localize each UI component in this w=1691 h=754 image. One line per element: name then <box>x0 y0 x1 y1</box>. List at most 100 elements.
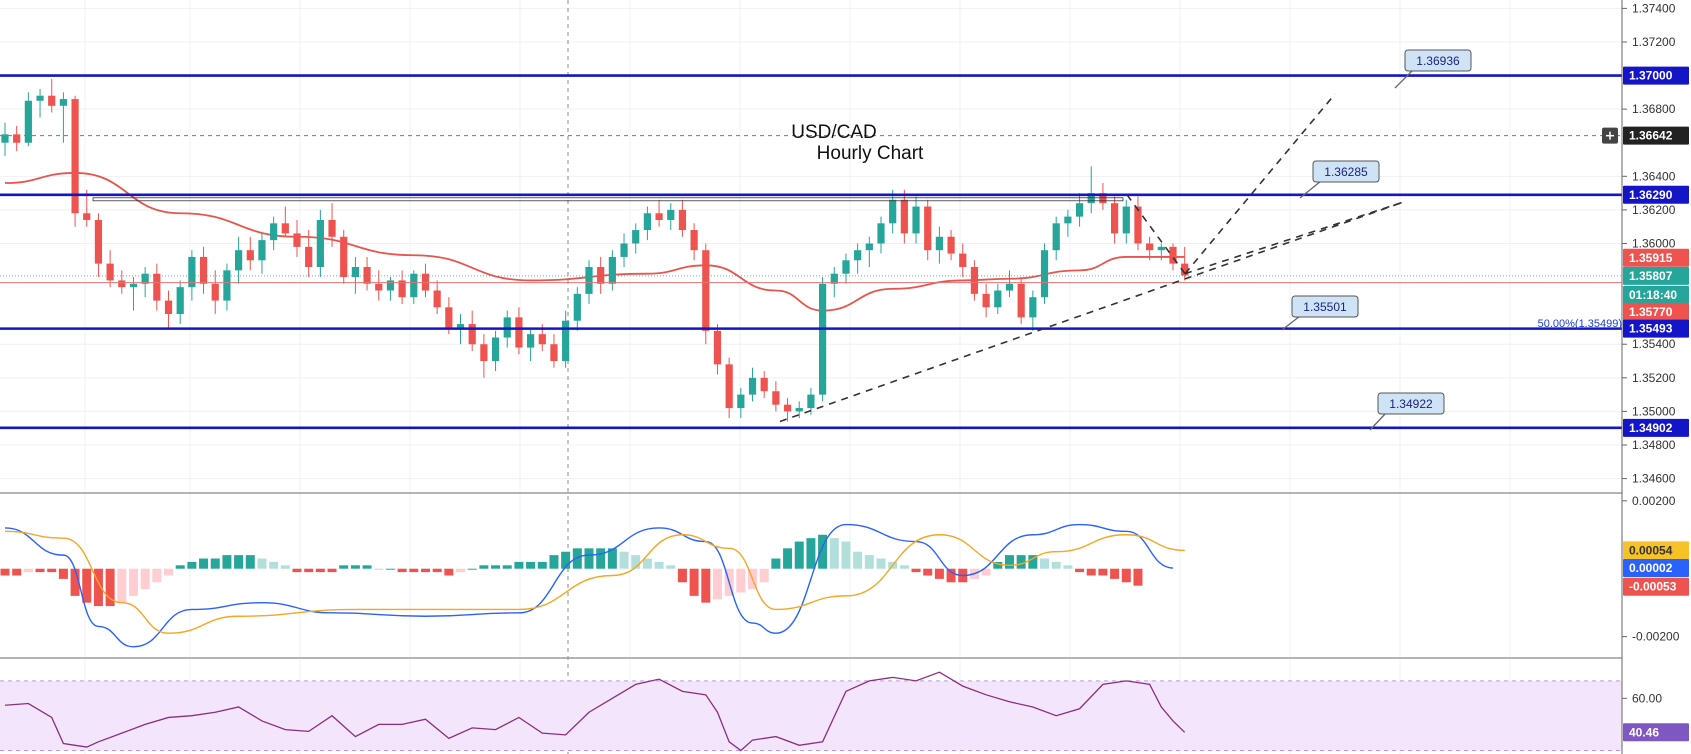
candle-body <box>106 263 114 281</box>
macd-histogram-bar <box>864 555 874 569</box>
price-tag-text: 0.00054 <box>1629 543 1673 557</box>
candle-body <box>842 260 850 274</box>
price-tags[interactable]: 1.37000 1.36642 1.36290 1.35915 1.35807 01:18… <box>1602 66 1689 742</box>
macd-histogram-bar <box>911 568 921 573</box>
candle <box>363 256 371 291</box>
macd-histogram-bar <box>164 568 174 576</box>
price-tag-level[interactable]: 1.34902 <box>1623 418 1689 437</box>
candle <box>199 246 208 294</box>
candle <box>1052 216 1060 261</box>
price-tag-box[interactable] <box>1623 723 1689 742</box>
price-tag-text: 1.35770 <box>1629 305 1673 319</box>
rsi-band <box>0 680 1622 751</box>
price-tick-label: 1.35200 <box>1632 371 1676 385</box>
price-tick-label: 1.36400 <box>1632 169 1676 183</box>
macd-histogram-bar <box>467 568 477 570</box>
price-tag-box[interactable] <box>1623 559 1689 578</box>
candle-body <box>468 324 476 345</box>
price-tag-text: 1.37000 <box>1629 69 1673 83</box>
macd-histogram-bar <box>315 568 325 573</box>
macd-line <box>4 523 1174 648</box>
candle <box>1 122 9 157</box>
macd-histogram-bar <box>35 568 45 573</box>
candle <box>1169 243 1177 271</box>
candle-body <box>13 134 21 143</box>
macd-histogram-bar <box>245 555 255 569</box>
price-tag-box[interactable] <box>1623 126 1689 145</box>
macd-price-tag[interactable]: -0.00053 <box>1623 577 1689 596</box>
macd-histogram-bar <box>280 565 290 569</box>
price-tag-last[interactable]: 1.35807 <box>1623 266 1689 285</box>
price-tag-timer[interactable]: 01:18:40 <box>1623 285 1689 304</box>
candle <box>713 324 722 375</box>
candle <box>386 277 395 301</box>
price-tag-box[interactable] <box>1623 248 1689 267</box>
candle-body <box>515 317 523 348</box>
candle <box>59 92 67 143</box>
candle <box>947 230 955 261</box>
price-tag-level[interactable]: 1.36290 <box>1623 185 1689 204</box>
candle-body <box>737 394 745 409</box>
candle-body <box>223 270 231 301</box>
candle <box>48 78 56 113</box>
macd-histogram-bar <box>666 565 676 569</box>
candle <box>281 206 289 237</box>
price-tag-text: 1.35915 <box>1629 251 1673 265</box>
candle-body <box>1122 206 1130 234</box>
rsi-price-tag[interactable]: 40.46 <box>1623 723 1689 742</box>
macd-price-tag[interactable]: 0.00002 <box>1623 559 1689 578</box>
candle <box>515 307 523 355</box>
candle <box>480 334 488 378</box>
price-tag-box[interactable] <box>1623 577 1689 596</box>
candle-body <box>1146 243 1154 251</box>
price-tag-box[interactable] <box>1623 266 1689 285</box>
candle <box>655 199 663 227</box>
price-tag-box[interactable] <box>1623 302 1689 321</box>
price-tag-ma[interactable]: 1.35915 <box>1623 248 1689 267</box>
candle-body <box>655 213 663 220</box>
rsi-line <box>4 671 1186 752</box>
macd-histogram-bar <box>619 551 629 569</box>
price-tag-ma2[interactable]: 1.35770 <box>1623 302 1689 321</box>
price-tag-box[interactable] <box>1623 66 1689 85</box>
candle <box>176 280 184 325</box>
candle-body <box>1017 283 1025 318</box>
macd-price-tag[interactable]: 0.00054 <box>1623 541 1689 560</box>
price-tag-level[interactable]: 1.37000 <box>1623 66 1689 85</box>
macd-histogram-bar <box>327 568 337 573</box>
fib-50-label: 50.00%(1.35499) <box>1538 318 1622 330</box>
callout-box <box>1377 392 1445 415</box>
price-tag-box[interactable] <box>1623 541 1689 560</box>
macd-histogram-bar <box>607 548 617 569</box>
macd-histogram-bar <box>0 568 10 576</box>
price-tag-box[interactable] <box>1623 285 1689 304</box>
macd-histogram-bar <box>350 565 360 569</box>
macd-histogram-bar <box>362 565 372 569</box>
macd-histogram-bar <box>514 561 524 569</box>
candle <box>912 196 920 244</box>
macd-histogram-bar <box>1086 568 1096 576</box>
price-tag-box[interactable] <box>1623 185 1689 204</box>
price-tick-label: 1.34800 <box>1632 438 1676 452</box>
macd-histogram-bar <box>829 538 839 569</box>
macd-signal-line <box>4 530 1185 634</box>
candle-body <box>118 280 126 288</box>
candle <box>433 280 441 315</box>
candle <box>468 310 476 351</box>
candle <box>935 226 943 264</box>
candle <box>188 250 196 301</box>
macd-histogram-bar <box>1063 565 1073 569</box>
price-tag-box[interactable] <box>1623 319 1689 338</box>
price-callout: 1.34922 <box>1369 392 1445 431</box>
price-tag-crosshair[interactable]: 1.36642 <box>1623 126 1689 145</box>
candle-body <box>281 223 289 234</box>
price-tag-box[interactable] <box>1623 418 1689 437</box>
macd-histogram-bar <box>12 568 22 576</box>
macd-histogram-bar <box>385 568 395 570</box>
candle-body <box>246 250 254 261</box>
price-tag-level[interactable]: 1.35493 <box>1623 319 1689 338</box>
crosshair-plus-icon[interactable] <box>1602 127 1618 144</box>
candle-body <box>328 219 336 237</box>
chart-subtitle: Hourly Chart <box>817 143 924 164</box>
